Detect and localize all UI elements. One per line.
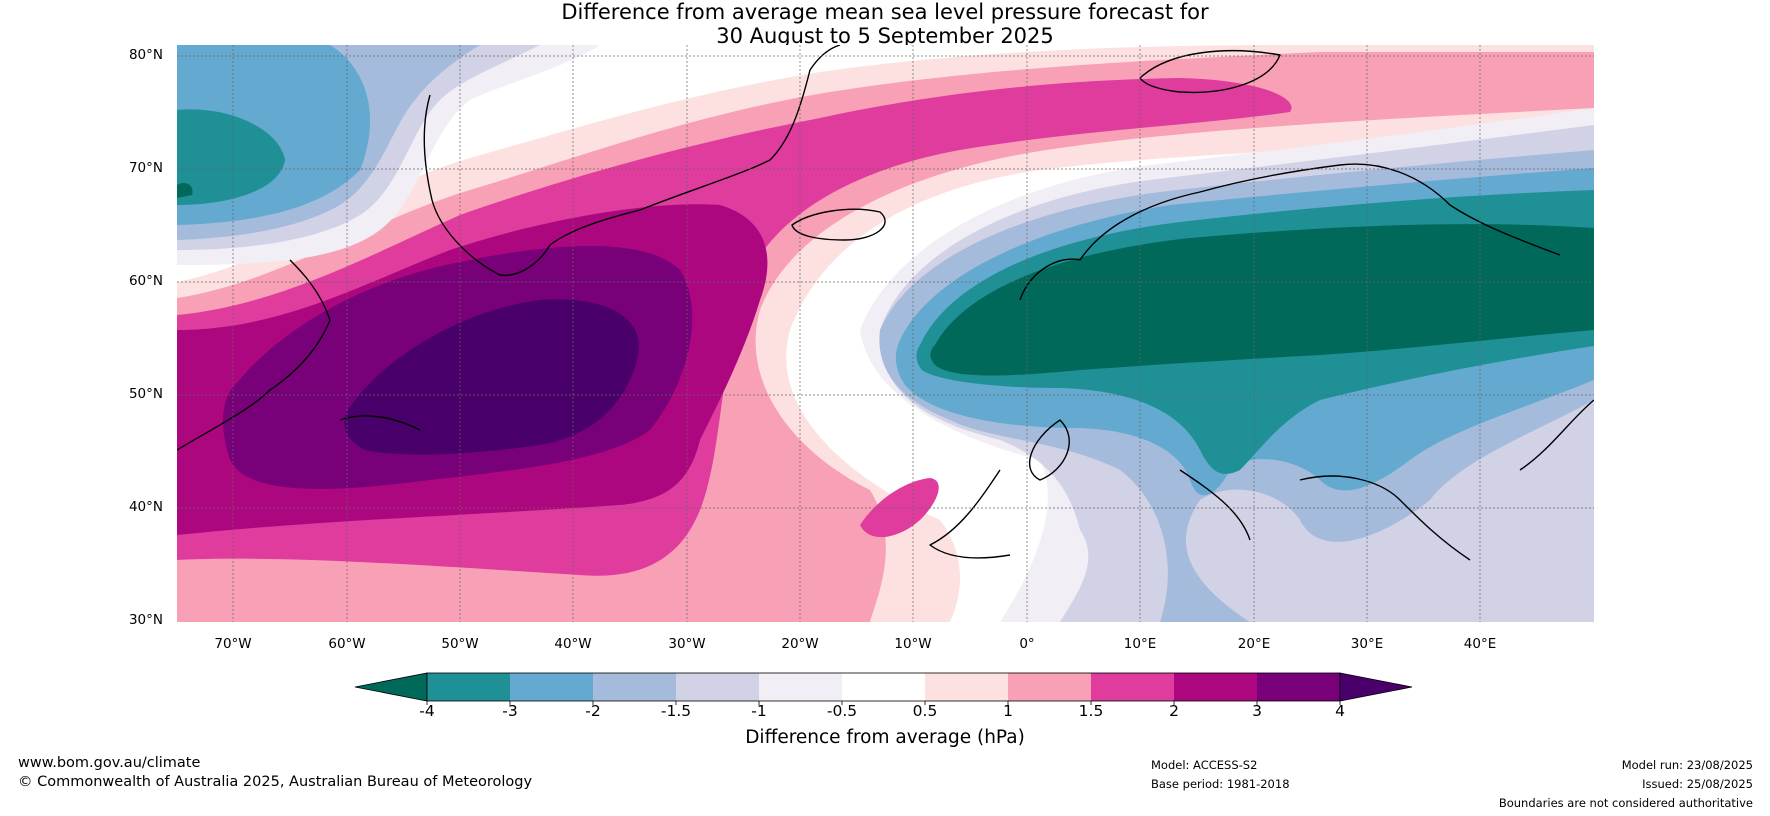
gridlines [177,45,1594,622]
colorbar-extend-high [1339,672,1413,702]
colorbar-label: Difference from average (hPa) [745,727,1025,748]
lon-label-10w: 10°W [894,636,932,652]
anomaly-field [177,45,1594,622]
footer-website: www.bom.gov.au/climate [18,755,201,771]
colorbar-tick-label: -1 [751,702,767,720]
colorbar-swatch [1008,673,1091,701]
title-line-2: 30 August to 5 September 2025 [716,24,1054,48]
colorbar-swatch [510,673,593,701]
lon-label-0: 0° [1019,636,1035,652]
lat-label-60n: 60°N [128,273,163,289]
colorbar-swatch [1091,673,1174,701]
colorbar-swatch [925,673,1008,701]
colorbar-tick-label: 1 [1003,702,1013,720]
colorbar-swatch [759,673,842,701]
lon-label-20w: 20°W [781,636,819,652]
negative-anomaly-region [860,108,1594,622]
lat-label-80n: 80°N [128,47,163,63]
lon-label-60w: 60°W [328,636,366,652]
colorbar-tick-label: -0.5 [826,702,858,720]
lat-label-50n: 50°N [128,386,163,402]
colorbar-extend-low [354,672,428,702]
title-line-1: Difference from average mean sea level p… [561,0,1209,24]
colorbar-tick-label: -4 [419,702,435,720]
footer-model: Model: ACCESS-S2 [1151,758,1258,772]
lon-label-50w: 50°W [441,636,479,652]
lon-label-10e: 10°E [1123,636,1157,652]
lon-label-40w: 40°W [554,636,592,652]
colorbar-tick-label: 4 [1335,702,1345,720]
colorbar-tick-label: 2 [1169,702,1179,720]
colorbar-swatch [676,673,759,701]
coastlines [177,45,1594,561]
lat-label-70n: 70°N [128,160,163,176]
lat-label-40n: 40°N [128,499,163,515]
positive-anomaly-region [177,45,1594,622]
colorbar-border [426,672,1341,702]
footer-issued: Issued: 25/08/2025 [1642,777,1753,791]
footer-disclaimer: Boundaries are not considered authoritat… [1498,796,1753,810]
northwest-negative-region [177,45,600,265]
footer-model-run: Model run: 23/08/2025 [1621,758,1753,772]
colorbar-swatch [842,673,925,701]
colorbar-tick-label: 1.5 [1078,702,1104,720]
lon-label-30e: 30°E [1350,636,1384,652]
lon-label-30w: 30°W [668,636,706,652]
lon-label-70w: 70°W [214,636,252,652]
page-title: Difference from average mean sea level p… [0,0,1770,48]
colorbar-tick-label: -3 [502,702,518,720]
lon-label-40e: 40°E [1463,636,1497,652]
colorbar-swatch [1174,673,1257,701]
lat-label-30n: 30°N [128,612,163,628]
footer-copyright: © Commonwealth of Australia 2025, Austra… [18,774,533,790]
lon-label-20e: 20°E [1237,636,1271,652]
colorbar [354,672,1413,705]
colorbar-swatch [593,673,676,701]
colorbar-tick-label: 3 [1252,702,1262,720]
colorbar-swatch [427,673,510,701]
colorbar-swatch [1257,673,1340,701]
colorbar-tick-label: -2 [585,702,601,720]
colorbar-tick-label: -1.5 [660,702,692,720]
colorbar-tick-label: 0.5 [912,702,938,720]
footer-base-period: Base period: 1981-2018 [1151,777,1290,791]
